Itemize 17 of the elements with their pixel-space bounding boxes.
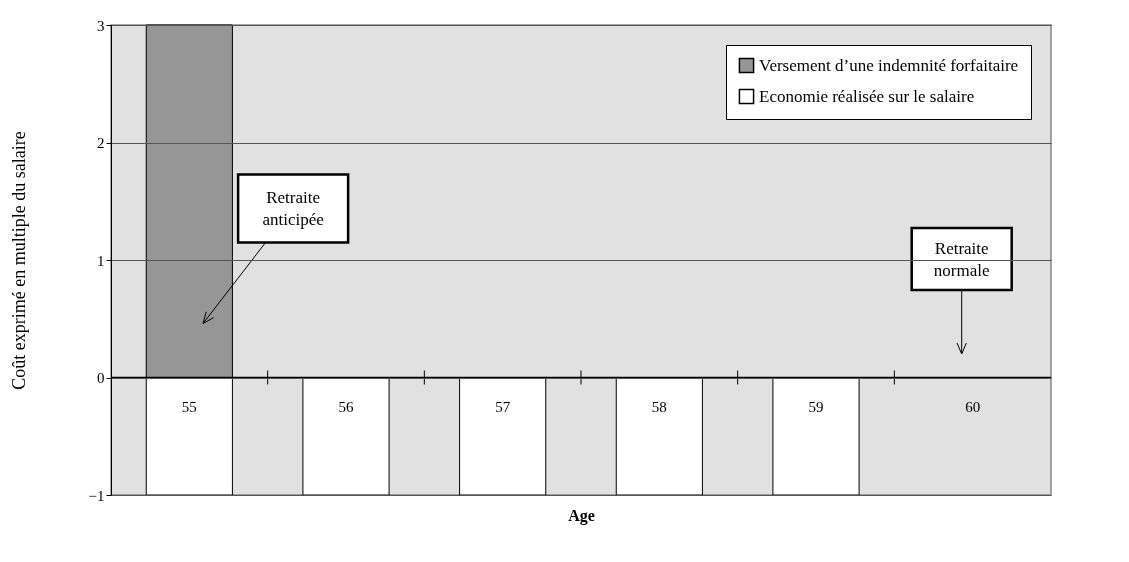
legend-label: Versement d’une indemnité forfaitaire	[759, 55, 1019, 75]
y-tick-label: 1	[97, 252, 105, 269]
annotation: Retraite normale	[933, 239, 990, 280]
y-axis-title: Coût exprimé en multiple du salaire	[8, 131, 29, 390]
x-tick-label: 55	[181, 399, 197, 416]
y-tick-label: 0	[97, 370, 105, 386]
annotation: Retraite anticipée	[262, 188, 324, 230]
x-tick-label: 56	[338, 399, 354, 416]
x-tick-label: 60	[965, 399, 981, 416]
y-tick-label: −1	[88, 487, 105, 504]
y-tick-label: 2	[97, 135, 105, 151]
x-tick-label: 58	[651, 399, 667, 416]
legend-label: Economie réalisée sur le salaire	[759, 86, 975, 106]
x-axis-title: Age	[568, 506, 595, 525]
x-tick-label: 57	[495, 399, 511, 416]
x-tick-label: 59	[808, 399, 824, 416]
y-tick-label: 3	[97, 17, 105, 34]
